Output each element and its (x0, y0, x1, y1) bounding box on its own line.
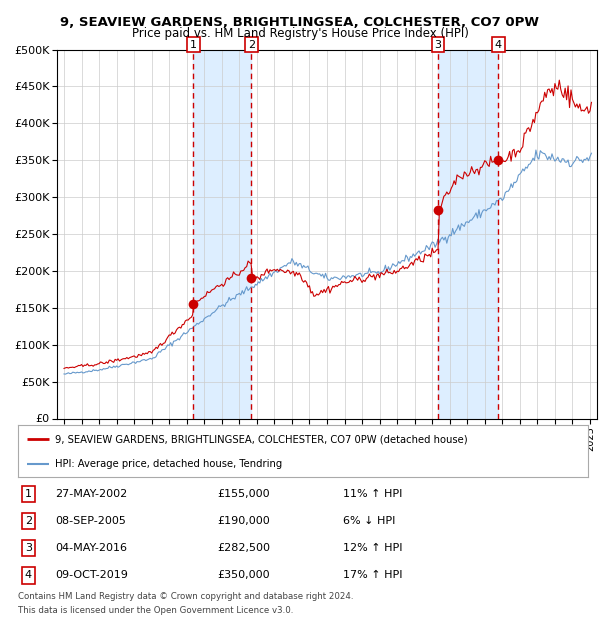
Text: £350,000: £350,000 (218, 570, 270, 580)
Text: Price paid vs. HM Land Registry's House Price Index (HPI): Price paid vs. HM Land Registry's House … (131, 27, 469, 40)
Text: 2: 2 (248, 40, 255, 50)
Text: 11% ↑ HPI: 11% ↑ HPI (343, 489, 402, 499)
Text: 1: 1 (25, 489, 32, 499)
Text: 3: 3 (434, 40, 442, 50)
Text: 27-MAY-2002: 27-MAY-2002 (55, 489, 127, 499)
Text: 1: 1 (190, 40, 197, 50)
Text: £155,000: £155,000 (218, 489, 270, 499)
Text: Contains HM Land Registry data © Crown copyright and database right 2024.: Contains HM Land Registry data © Crown c… (18, 592, 353, 601)
Text: 17% ↑ HPI: 17% ↑ HPI (343, 570, 403, 580)
Text: This data is licensed under the Open Government Licence v3.0.: This data is licensed under the Open Gov… (18, 606, 293, 615)
Text: HPI: Average price, detached house, Tendring: HPI: Average price, detached house, Tend… (55, 459, 283, 469)
Text: 6% ↓ HPI: 6% ↓ HPI (343, 516, 395, 526)
Text: 04-MAY-2016: 04-MAY-2016 (55, 543, 127, 553)
Text: 9, SEAVIEW GARDENS, BRIGHTLINGSEA, COLCHESTER, CO7 0PW: 9, SEAVIEW GARDENS, BRIGHTLINGSEA, COLCH… (61, 16, 539, 29)
Text: 4: 4 (495, 40, 502, 50)
Text: 09-OCT-2019: 09-OCT-2019 (55, 570, 128, 580)
Text: £282,500: £282,500 (218, 543, 271, 553)
Text: 12% ↑ HPI: 12% ↑ HPI (343, 543, 403, 553)
Bar (438, 50, 498, 419)
Text: 3: 3 (25, 543, 32, 553)
Text: £190,000: £190,000 (218, 516, 270, 526)
Text: 08-SEP-2005: 08-SEP-2005 (55, 516, 126, 526)
Text: 4: 4 (25, 570, 32, 580)
Bar (193, 50, 251, 419)
Text: 9, SEAVIEW GARDENS, BRIGHTLINGSEA, COLCHESTER, CO7 0PW (detached house): 9, SEAVIEW GARDENS, BRIGHTLINGSEA, COLCH… (55, 435, 467, 445)
Text: 2: 2 (25, 516, 32, 526)
